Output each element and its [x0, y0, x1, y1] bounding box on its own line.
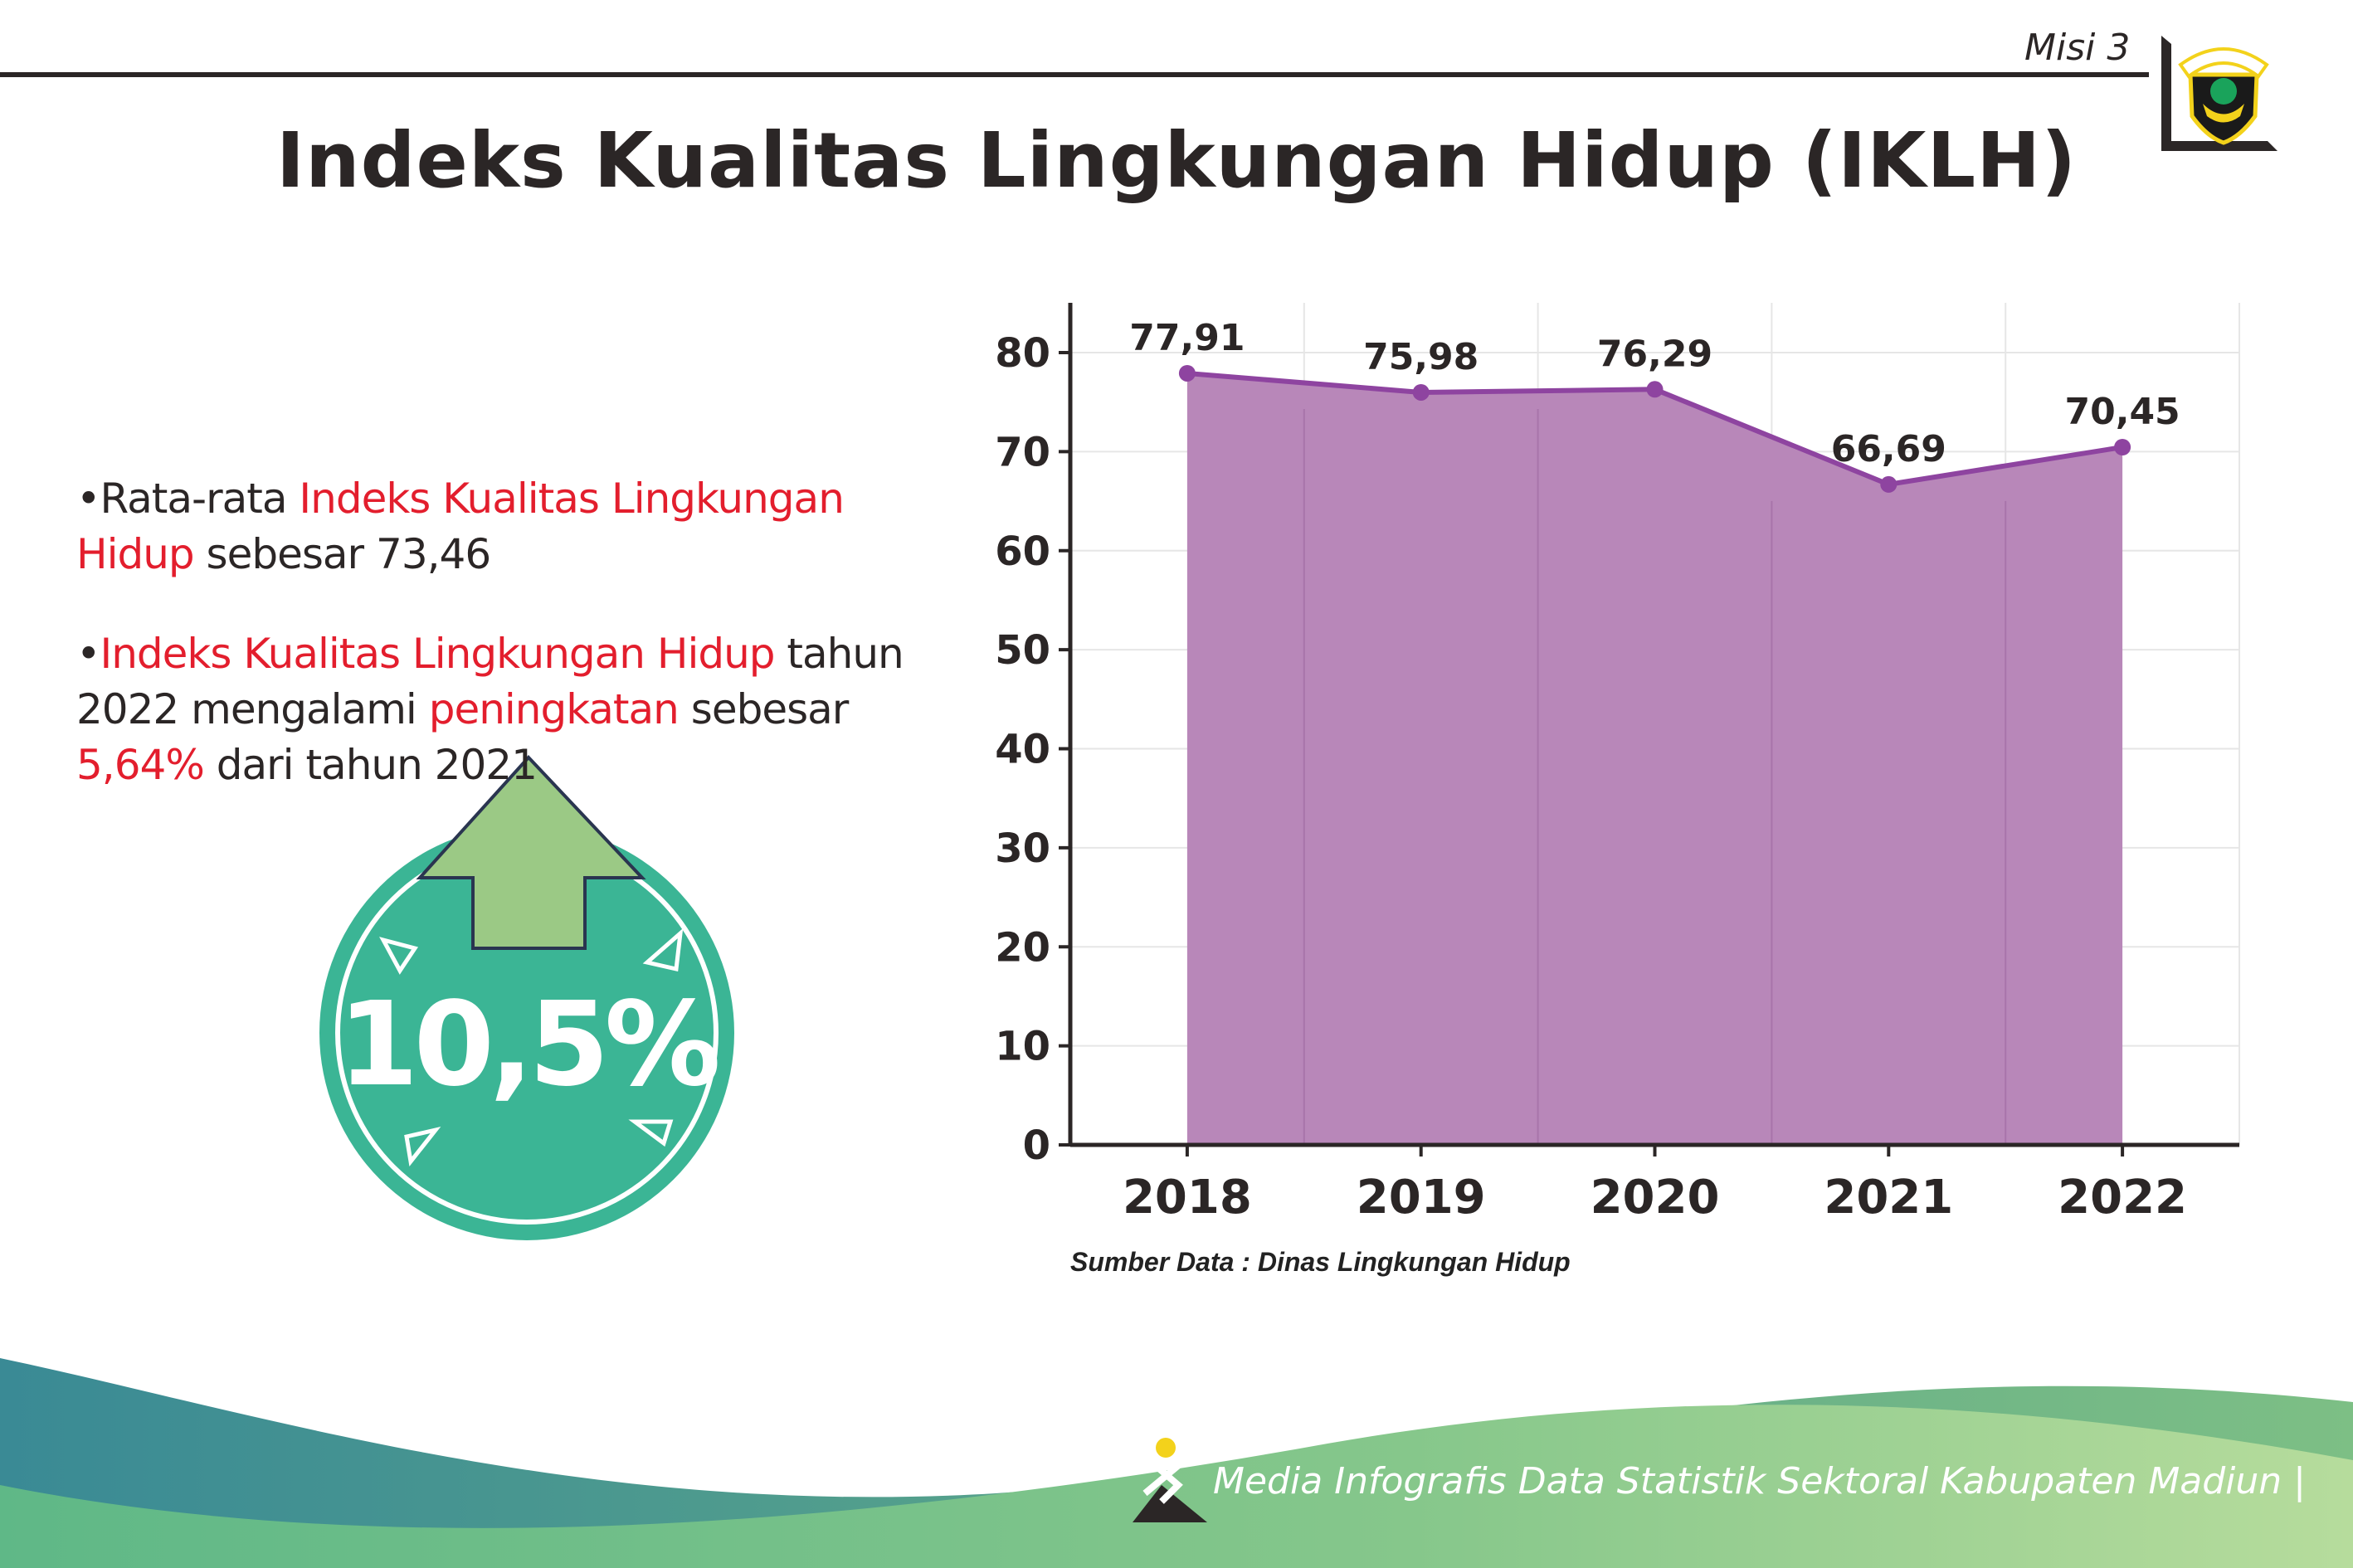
- text: tahun 2022 mengalami: [76, 630, 904, 733]
- y-tick-label: 10: [995, 1024, 1050, 1070]
- y-tick-label: 50: [995, 627, 1050, 674]
- highlight: 5,64%: [76, 741, 205, 789]
- data-label: 66,69: [1831, 428, 1946, 470]
- x-tick-label: 2018: [1123, 1171, 1252, 1225]
- y-tick-label: 80: [995, 330, 1050, 377]
- arrow-up-icon: [416, 755, 646, 950]
- x-tick-label: 2022: [2058, 1171, 2187, 1225]
- bullet-average: •Rata-rata Indeks Kualitas Lingkungan Hi…: [76, 475, 845, 578]
- increase-badge: [319, 755, 734, 1240]
- data-point: [2114, 439, 2131, 456]
- y-tick-label: 70: [995, 429, 1050, 475]
- data-source: Sumber Data : Dinas Lingkungan Hidup: [1070, 1247, 1571, 1277]
- highlight: peningkatan: [428, 685, 680, 733]
- data-point: [1178, 364, 1196, 382]
- text: sebesar 73,46: [193, 530, 492, 578]
- y-tick-label: 40: [995, 727, 1050, 773]
- y-tick-label: 60: [995, 528, 1050, 575]
- data-label: 77,91: [1129, 317, 1245, 359]
- text: dari tahun 2021: [203, 741, 538, 789]
- data-label: 70,45: [2065, 391, 2180, 433]
- y-tick-label: 20: [995, 924, 1050, 971]
- footer-text: Media Infografis Data Statistik Sektoral…: [1213, 1460, 2306, 1502]
- data-point: [1646, 381, 1664, 398]
- data-label: 75,98: [1363, 336, 1479, 378]
- page-title: Indeks Kualitas Lingkungan Hidup (IKLH): [275, 116, 2078, 205]
- x-tick-label: 2019: [1357, 1171, 1486, 1225]
- bullet-change: •Indeks Kualitas Lingkungan Hidup tahun …: [76, 630, 904, 789]
- y-tick-label: 30: [995, 825, 1050, 872]
- header-rule: [0, 72, 2149, 77]
- data-point: [1880, 475, 1898, 493]
- runner-icon: [1133, 1438, 1207, 1522]
- area-fill: [1186, 373, 2123, 1146]
- text: sebesar: [678, 685, 850, 733]
- x-tick-label: 2021: [1824, 1171, 1953, 1225]
- badge-value: 10,5%: [338, 977, 721, 1113]
- data-label: 76,29: [1597, 333, 1712, 375]
- section-label: Misi 3: [2024, 27, 2131, 69]
- sparkle-icon: [379, 928, 684, 1166]
- x-tick-label: 2020: [1591, 1171, 1720, 1225]
- highlight: Indeks Kualitas Lingkungan Hidup: [76, 475, 845, 578]
- text: Rata-rata: [100, 475, 300, 523]
- y-tick-label: 0: [1023, 1122, 1050, 1169]
- kabupaten-madiun-logo: [2178, 47, 2269, 145]
- highlight: Indeks Kualitas Lingkungan Hidup: [100, 630, 776, 678]
- data-point: [1412, 383, 1430, 401]
